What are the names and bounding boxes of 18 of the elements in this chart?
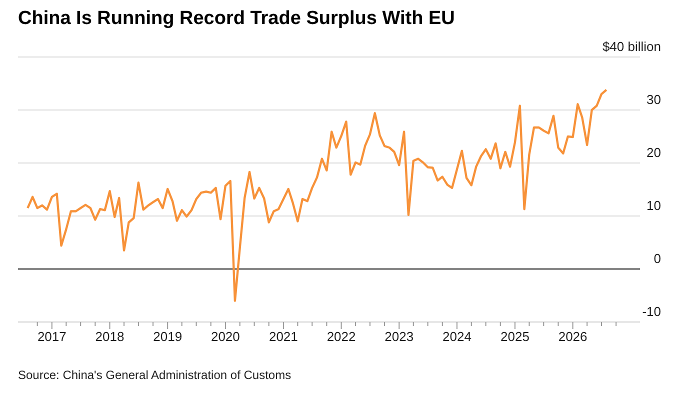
y-tick-label: -10 — [642, 304, 661, 319]
x-tick-label: 2024 — [442, 329, 472, 344]
chart-title: China Is Running Record Trade Surplus With EU — [18, 8, 455, 29]
x-tick-label: 2019 — [153, 329, 182, 344]
x-tick-label: 2020 — [210, 329, 240, 344]
y-tick-label: 20 — [646, 145, 661, 160]
x-tick-label: 2026 — [558, 329, 588, 344]
y-tick-label: 0 — [654, 251, 661, 266]
y-tick-label: $40 billion — [602, 39, 661, 54]
x-tick-label: 2021 — [268, 329, 298, 344]
x-tick-label: 2023 — [384, 329, 414, 344]
y-tick-label: 10 — [646, 198, 661, 213]
source-note: Source: China's General Administration of Customs — [18, 368, 292, 382]
x-tick-label: 2022 — [326, 329, 356, 344]
y-tick-label: 30 — [646, 92, 661, 107]
x-tick-label: 2025 — [500, 329, 530, 344]
x-tick-label: 2018 — [95, 329, 124, 344]
x-tick-label: 2017 — [37, 329, 66, 344]
